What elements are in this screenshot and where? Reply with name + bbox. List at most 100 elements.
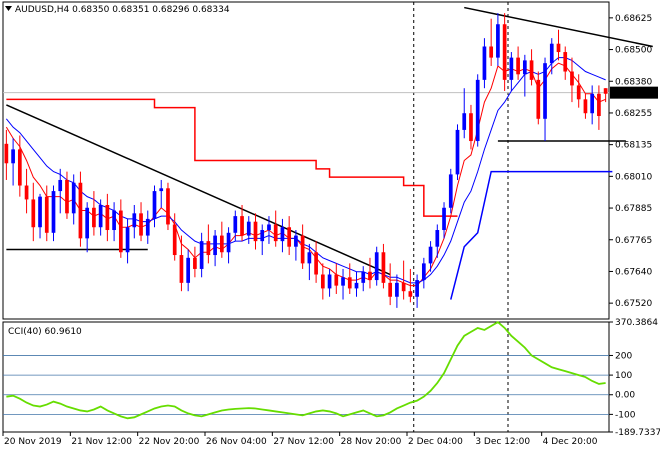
candle-body xyxy=(556,43,561,53)
candle-body xyxy=(536,79,541,119)
price-tick-label: 0.68135 xyxy=(615,141,652,151)
candle-body xyxy=(31,199,36,228)
candle-body xyxy=(516,57,520,75)
candle-body xyxy=(469,113,473,142)
candle-body xyxy=(307,252,312,264)
candle-body xyxy=(65,179,69,214)
candle-body xyxy=(489,46,494,58)
candles-layer xyxy=(4,13,608,308)
candle-body xyxy=(267,224,271,231)
candle-body xyxy=(179,255,184,283)
candle-body xyxy=(78,182,83,239)
time-tick-label: 2 Dec 04:00 xyxy=(408,437,463,447)
candle-body xyxy=(502,24,507,80)
candle-body xyxy=(543,63,547,119)
cci-tick-label: 100 xyxy=(615,371,632,381)
candle-body xyxy=(152,191,157,219)
time-tick-label: 28 Nov 20:00 xyxy=(341,437,402,447)
cci-tick-label: -189.7337 xyxy=(615,428,660,438)
time-tick-label: 20 Nov 2019 xyxy=(4,437,62,447)
trend-line xyxy=(6,104,391,276)
candle-body xyxy=(408,291,413,297)
price-tick-label: 0.67885 xyxy=(615,204,652,214)
candle-body xyxy=(341,277,345,286)
candle-body xyxy=(105,204,110,231)
candle-body xyxy=(233,216,238,233)
candle-body xyxy=(44,196,49,233)
candle-body xyxy=(294,235,298,247)
candle-body xyxy=(4,143,9,164)
cci-tick-label: 0.00 xyxy=(615,391,635,401)
grid-layer xyxy=(413,2,509,432)
candle-body xyxy=(132,213,137,228)
step-line xyxy=(6,98,458,217)
candle-body xyxy=(576,85,581,100)
candle-body xyxy=(273,224,278,242)
candle-body xyxy=(381,252,386,283)
current-price-value: 0.68334 xyxy=(613,89,650,99)
time-tick-label: 26 Nov 04:00 xyxy=(206,437,267,447)
trend-line xyxy=(464,6,653,48)
price-tick-label: 0.68625 xyxy=(615,14,652,24)
price-tick-label: 0.68500 xyxy=(615,46,652,56)
time-tick-label: 22 Nov 20:00 xyxy=(139,437,200,447)
candle-body xyxy=(509,57,514,80)
price-panel-frame xyxy=(2,1,610,320)
candle-body xyxy=(368,271,372,281)
candle-body xyxy=(112,210,116,231)
candle-body xyxy=(199,241,204,269)
cci-layer xyxy=(3,320,609,420)
candle-body xyxy=(139,213,143,236)
candle-body xyxy=(186,257,191,283)
candle-body xyxy=(462,113,467,130)
current-price-tag xyxy=(610,86,658,99)
step-line xyxy=(450,170,613,300)
candle-body xyxy=(300,235,305,264)
candle-body xyxy=(24,185,29,200)
candle-body xyxy=(145,218,150,236)
price-tick-label: 0.68255 xyxy=(615,109,652,119)
cci-tick-label: 200 xyxy=(615,351,632,361)
time-tick-label: 4 Dec 20:00 xyxy=(543,437,598,447)
candle-body xyxy=(475,79,480,142)
candle-body xyxy=(496,24,500,58)
price-tick-label: 0.68380 xyxy=(615,77,652,87)
triangle-down-icon[interactable] xyxy=(5,6,12,11)
candle-body xyxy=(428,246,433,264)
axis-labels-layer: 0.68625 0.68500 0.68380 0.68255 0.68135 0.680… xyxy=(2,14,660,447)
candle-body xyxy=(125,227,130,253)
time-tick-label: 3 Dec 12:00 xyxy=(475,437,530,447)
candle-body xyxy=(395,282,399,297)
candle-body xyxy=(320,274,325,289)
candle-body xyxy=(58,179,63,192)
candle-body xyxy=(11,149,15,164)
candle-body xyxy=(570,71,574,86)
candle-body xyxy=(71,182,76,214)
price-tick-label: 0.67520 xyxy=(615,299,652,309)
candle-body xyxy=(213,235,217,256)
candle-body xyxy=(361,271,366,283)
cci-tick-label: -100 xyxy=(615,410,636,420)
candle-body xyxy=(206,241,211,256)
chart-header: AUDUSD,H4 0.68350 0.68351 0.68296 0.6833… xyxy=(15,5,230,15)
candle-body xyxy=(334,274,339,286)
candle-body xyxy=(280,227,285,242)
candle-body xyxy=(374,252,379,281)
price-tick-label: 0.68010 xyxy=(615,172,652,182)
candle-body xyxy=(448,174,453,208)
candle-body xyxy=(549,43,554,64)
time-tick-label: 21 Nov 12:00 xyxy=(71,437,132,447)
candle-body xyxy=(354,282,359,289)
candle-body xyxy=(246,221,251,236)
candle-body xyxy=(98,204,103,228)
candle-body xyxy=(287,227,292,247)
candle-body xyxy=(442,207,446,231)
candle-body xyxy=(38,196,42,228)
candle-body xyxy=(85,207,90,239)
candle-body xyxy=(193,257,197,269)
candle-body xyxy=(455,129,460,175)
candle-body xyxy=(260,230,265,242)
candle-body xyxy=(603,88,608,94)
candle-body xyxy=(563,52,568,72)
